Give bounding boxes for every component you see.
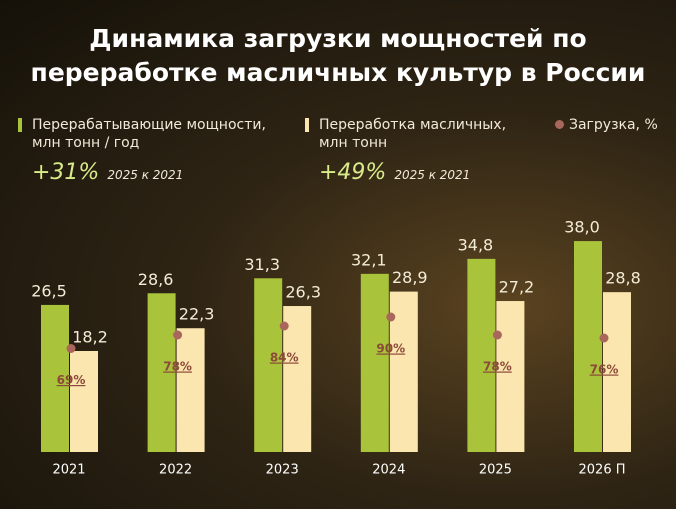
load-dot: [599, 333, 609, 343]
data-label: 28,8: [605, 269, 641, 288]
data-label: 27,2: [499, 278, 535, 297]
x-tick-label: 2024: [372, 463, 405, 478]
data-label: 28,6: [138, 270, 174, 289]
bar: [283, 306, 312, 452]
data-label: 69%: [57, 373, 86, 387]
x-tick-label: 2022: [159, 463, 192, 478]
annotation: +49% 2025 к 2021: [319, 160, 471, 185]
load-dot: [66, 344, 76, 353]
data-label: 34,8: [458, 235, 494, 254]
data-label: 78%: [163, 360, 192, 374]
bar: [70, 350, 98, 452]
bar: [603, 292, 631, 452]
legend-item: Загрузка, %: [555, 116, 676, 134]
legend-label: Переработка масличных, млн тонн: [319, 117, 507, 151]
x-tick-label: 2023: [266, 463, 299, 478]
legend-item: Переработка масличных, млн тонн: [305, 116, 519, 152]
data-label: 32,1: [351, 250, 387, 269]
annotation-note: 2025 к 2021: [107, 168, 184, 182]
data-label: 26,3: [285, 283, 321, 302]
x-tick-label: 2025: [479, 463, 512, 478]
legend-marker: [305, 118, 309, 132]
data-label: 76%: [590, 363, 619, 377]
bar: [254, 278, 283, 452]
data-label: 22,3: [179, 305, 215, 324]
data-label: 26,5: [31, 281, 67, 300]
bar: [496, 301, 525, 452]
data-label: 84%: [270, 351, 299, 365]
bar: [467, 258, 496, 452]
bar: [147, 293, 176, 452]
load-dot: [173, 330, 183, 340]
legend-marker: [18, 118, 22, 132]
data-label: 31,3: [244, 255, 280, 274]
annotation-note: 2025 к 2021: [394, 168, 471, 182]
data-label: 38,0: [564, 218, 600, 237]
x-tick-label: 2026 П: [579, 463, 626, 478]
legend-marker: [555, 120, 564, 129]
bar: [360, 273, 389, 452]
legend-label: Перерабатывающие мощности, млн тонн / го…: [32, 117, 266, 151]
data-label: 78%: [483, 360, 512, 374]
load-dot: [279, 321, 289, 331]
x-tick-label: 2021: [52, 463, 85, 478]
bar: [574, 241, 602, 452]
legend-label: Загрузка, %: [569, 117, 658, 133]
legend-item: Перерабатывающие мощности, млн тонн / го…: [18, 116, 282, 152]
data-label: 90%: [376, 342, 405, 356]
load-dot: [386, 312, 396, 322]
data-label: 28,9: [392, 268, 428, 287]
bar: [41, 304, 69, 452]
chart-title: Динамика загрузки мощностей по переработ…: [30, 24, 646, 87]
annotation: +31% 2025 к 2021: [32, 160, 184, 185]
load-dot: [492, 330, 502, 340]
bar: [176, 328, 205, 452]
data-label: 18,2: [72, 327, 108, 346]
